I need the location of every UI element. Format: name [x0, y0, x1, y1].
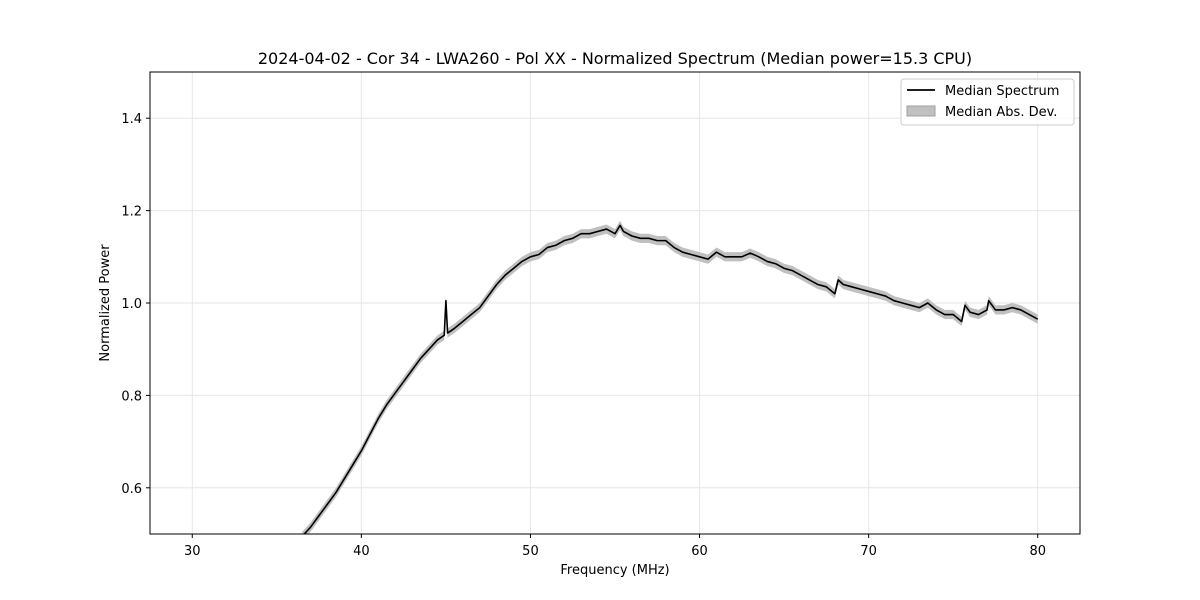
x-axis: 30 40 50 60 70 80 — [184, 534, 1046, 559]
y-tick-label: 0.8 — [121, 389, 142, 404]
y-tick-label: 1.0 — [121, 297, 142, 312]
x-tick-label: 50 — [522, 544, 539, 559]
x-tick-label: 60 — [691, 544, 708, 559]
legend-box — [900, 78, 1075, 126]
median-line-layer — [303, 224, 1039, 534]
y-axis-label: Normalized Power — [98, 244, 113, 362]
y-axis: 0.6 0.8 1.0 1.2 1.4 — [121, 112, 150, 497]
x-tick-label: 80 — [1029, 544, 1046, 559]
grid-lines — [150, 72, 1080, 534]
mad-band — [302, 220, 1038, 534]
mad-band-layer — [302, 220, 1038, 534]
legend-band-swatch — [906, 105, 936, 117]
legend-label-median-spectrum: Median Spectrum — [945, 84, 1059, 99]
chart-title: 2024-04-02 - Cor 34 - LWA260 - Pol XX - … — [258, 49, 972, 68]
legend-label-median-abs-dev: Median Abs. Dev. — [945, 105, 1057, 120]
legend: Median Spectrum Median Abs. Dev. — [900, 78, 1075, 126]
y-tick-label: 1.2 — [121, 205, 142, 220]
y-tick-label: 0.6 — [121, 482, 142, 497]
median-spectrum-line — [303, 224, 1039, 534]
x-tick-label: 30 — [184, 544, 201, 559]
x-tick-label: 40 — [353, 544, 370, 559]
x-tick-label: 70 — [860, 544, 877, 559]
y-tick-label: 1.4 — [121, 112, 142, 127]
x-axis-label: Frequency (MHz) — [560, 563, 669, 578]
